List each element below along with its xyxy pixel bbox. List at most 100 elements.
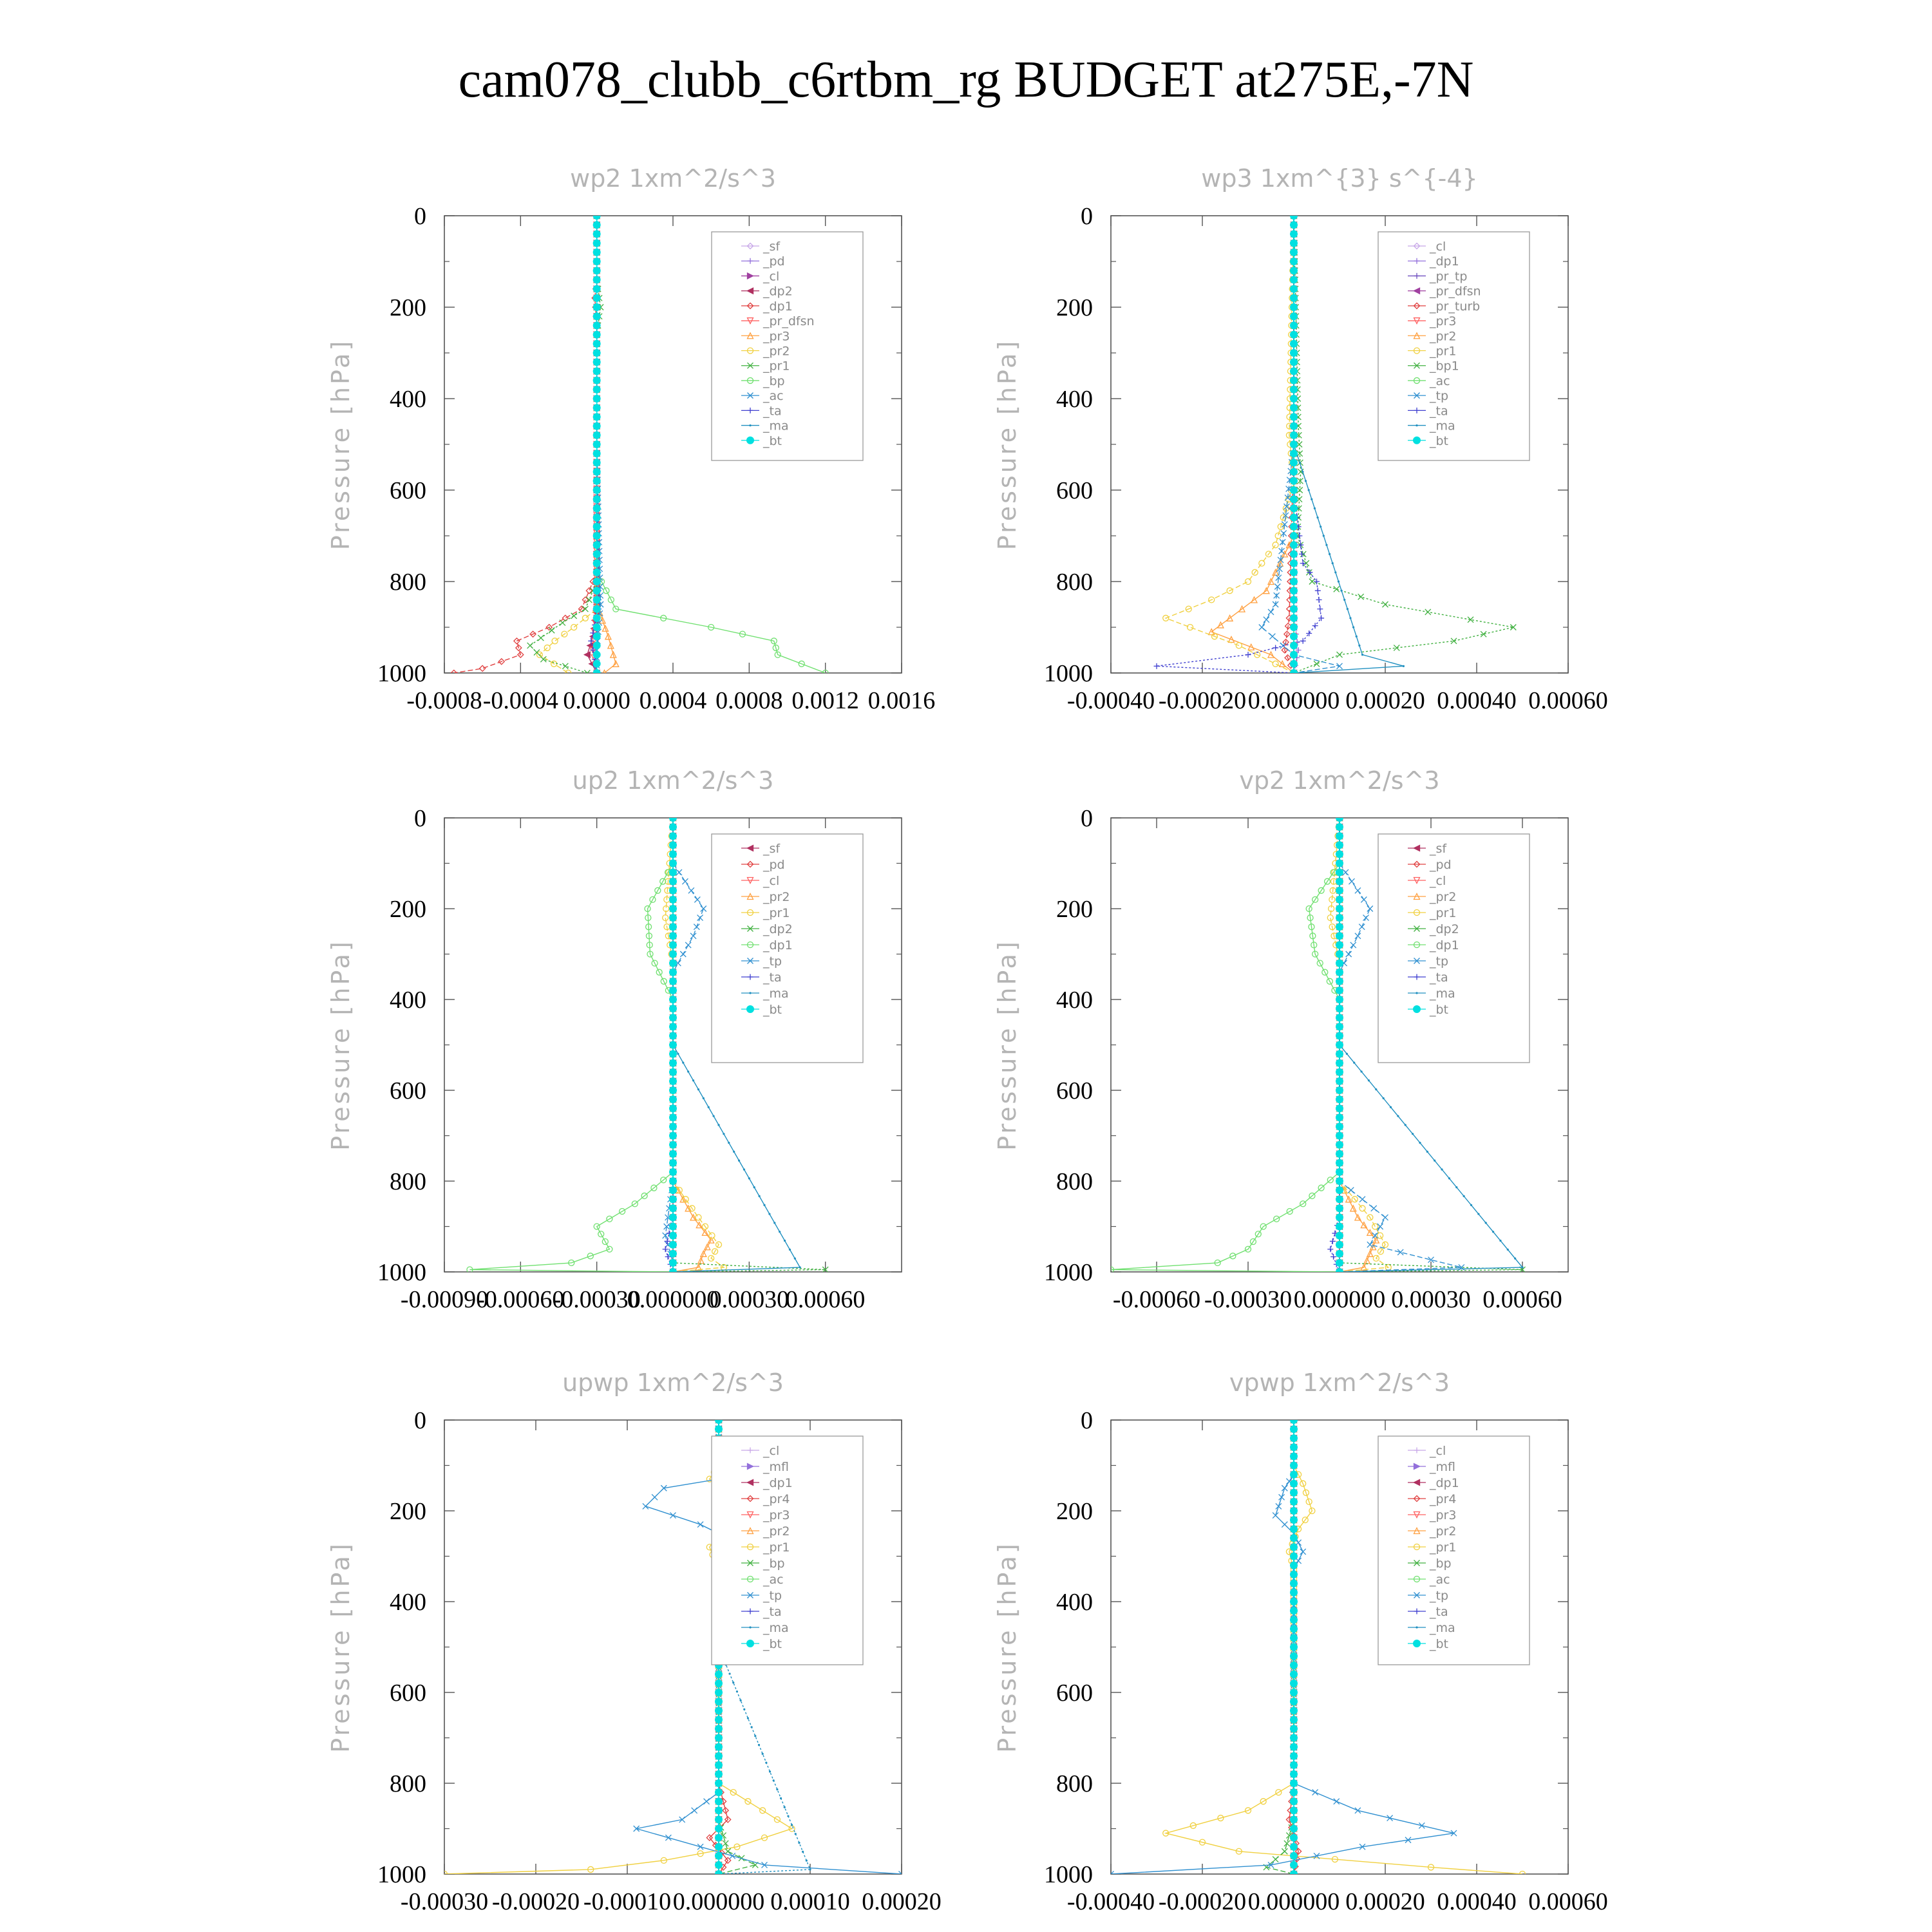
series-point	[631, 1200, 638, 1208]
legend-entry: _ac	[762, 389, 784, 403]
legend-marker	[1413, 1575, 1421, 1583]
series-point	[660, 1484, 667, 1492]
series_dp1	[450, 216, 601, 673]
series-point	[1514, 1257, 1517, 1260]
series-point	[1313, 507, 1316, 510]
series-point	[1336, 950, 1343, 958]
series-point	[1296, 477, 1303, 484]
series-point	[1336, 1014, 1343, 1022]
series-point	[1306, 630, 1312, 636]
series-point	[592, 321, 601, 330]
series-point	[776, 1788, 779, 1791]
legend-marker	[746, 844, 754, 852]
series-point	[1245, 652, 1251, 658]
x-tick-label: -0.00040	[1067, 1888, 1155, 1915]
series-point	[664, 1238, 670, 1244]
series-point	[669, 950, 677, 958]
y-tick-label: 800	[1056, 569, 1093, 596]
y-tick-label: 800	[390, 1770, 426, 1797]
legend-box	[711, 833, 864, 1063]
legend-entry: _ta	[762, 971, 782, 985]
series-point	[822, 669, 829, 673]
series-point	[1313, 1852, 1320, 1859]
series-point	[1302, 1516, 1309, 1524]
panel-title: vpwp 1xm^2/s^3	[1229, 1368, 1450, 1397]
series-line	[1111, 818, 1340, 1272]
series-point	[1276, 565, 1283, 573]
series-point	[669, 1168, 677, 1176]
series-point	[1381, 1241, 1389, 1248]
series-point	[757, 1743, 761, 1747]
series-point	[1290, 1815, 1298, 1824]
series-point	[592, 532, 601, 540]
legend-entry: _pr3	[1429, 314, 1456, 328]
panel-title: up2 1xm^2/s^3	[573, 766, 774, 795]
series-point	[692, 1079, 695, 1082]
series-point	[604, 632, 612, 640]
series-point	[1326, 978, 1334, 985]
series-point	[1376, 1232, 1384, 1239]
legend-marker	[746, 876, 754, 884]
legend-marker	[1414, 925, 1420, 932]
series-point	[1397, 1249, 1404, 1256]
series-point	[1290, 330, 1298, 339]
series-point	[1336, 986, 1343, 994]
series-point	[651, 1493, 658, 1501]
series-point	[669, 986, 677, 994]
chart-panel-4: vp2 1xm^2/s^3 Pressure [hPa] 0 200 400 600 800…	[993, 766, 1569, 1313]
series-point	[1290, 1434, 1298, 1443]
series-point	[1290, 1443, 1298, 1452]
series-point	[1309, 933, 1316, 940]
series-point	[1372, 1255, 1379, 1262]
series-point	[1290, 216, 1298, 220]
series-point	[590, 630, 596, 636]
series-point	[1336, 1150, 1343, 1158]
x-tick-label: -0.00030	[1204, 1286, 1292, 1313]
series-point	[798, 660, 805, 667]
series-point	[669, 859, 677, 867]
series-point	[1290, 1420, 1298, 1424]
series-point	[662, 914, 669, 922]
series-point	[715, 1725, 723, 1733]
series-point	[1350, 942, 1357, 949]
series-point	[712, 1115, 715, 1117]
series-point	[1369, 1243, 1377, 1251]
series-point	[1290, 339, 1298, 348]
series-point	[1300, 638, 1306, 644]
y-tick-label: 200	[390, 294, 426, 321]
series-point	[1290, 1579, 1298, 1587]
series-point	[1208, 628, 1215, 636]
series-point	[715, 1770, 723, 1778]
legend-marker	[746, 436, 754, 444]
series-line	[453, 216, 598, 673]
series-point	[1274, 532, 1282, 540]
y-tick-label: 800	[390, 569, 426, 596]
x-tick-label: -0.00060	[477, 1286, 564, 1313]
series-point	[694, 896, 701, 903]
series-point	[669, 1249, 677, 1258]
series-point	[1336, 1086, 1343, 1094]
series-point	[1359, 1843, 1366, 1850]
series-point	[1336, 941, 1343, 949]
series-point	[697, 1256, 705, 1264]
series-point	[1278, 1493, 1285, 1501]
series-point	[669, 850, 677, 858]
series_bt	[1290, 1420, 1298, 1874]
series-point	[1327, 1177, 1334, 1184]
legend-marker	[746, 1463, 754, 1470]
series-point	[773, 1816, 781, 1823]
legend-marker	[746, 1575, 754, 1583]
series-point	[1348, 878, 1355, 885]
legend-entry: _ma	[762, 419, 789, 433]
series-point	[700, 905, 707, 912]
series-point	[715, 1797, 723, 1806]
x-tick-label: 0.00020	[862, 1888, 942, 1915]
legend-entry: _sf	[762, 240, 781, 254]
series-line	[1284, 216, 1294, 673]
series-point	[735, 1690, 738, 1693]
series-point	[478, 665, 486, 672]
legend-marker	[1413, 242, 1421, 250]
series-point	[695, 1214, 702, 1221]
series_bt	[592, 216, 601, 673]
series-point	[1345, 1052, 1348, 1055]
